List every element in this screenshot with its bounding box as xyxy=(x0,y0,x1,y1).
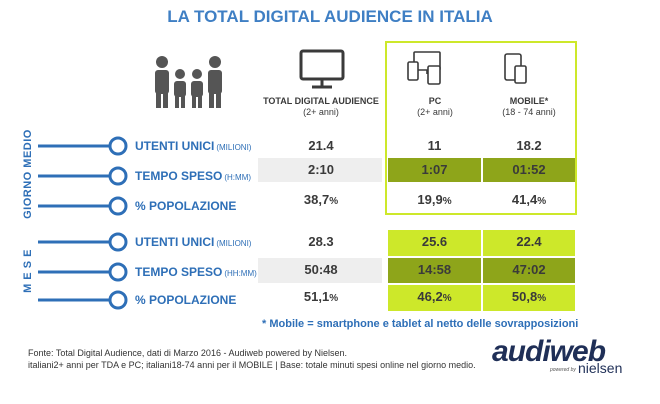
cell-m-tempo-tda: 50:48 xyxy=(304,262,338,277)
pc-utenti-mese-cell xyxy=(388,230,481,256)
pop-value: 46,2 xyxy=(417,289,443,304)
pc-tempo-giorno-cell xyxy=(388,158,481,182)
mobile-footnote: * Mobile = smartphone e tablet al netto … xyxy=(262,318,579,330)
row-label-unit: (MILIONI) xyxy=(216,143,252,152)
cell-m-utenti-mobile: 22.4 xyxy=(516,234,542,249)
source-line: Fonte: Total Digital Audience, dati di M… xyxy=(28,348,348,358)
pop-value: 19,9 xyxy=(417,192,443,207)
cell-g-utenti-mobile: 18.2 xyxy=(516,138,542,153)
pct-sign: % xyxy=(442,196,452,207)
pct-sign: % xyxy=(329,196,339,207)
powered-by-text: powered by xyxy=(550,367,576,373)
pct-sign: % xyxy=(442,293,452,304)
grey-band-mese xyxy=(258,258,382,283)
col-header-pc-label: PC xyxy=(428,96,442,106)
cell-g-utenti-tda: 21.4 xyxy=(308,138,334,153)
pop-value: 51,1 xyxy=(303,289,330,304)
pct-sign: % xyxy=(537,196,547,207)
cell-m-tempo-mobile: 47:02 xyxy=(512,262,546,277)
row-label-g-utenti: UTENTI UNICI (MILIONI) xyxy=(135,139,251,153)
monitor-icon xyxy=(299,49,345,89)
cell-g-pop-tda: 38,7% xyxy=(262,192,380,207)
row-label-text: TEMPO SPESO xyxy=(135,265,223,279)
cell-m-utenti-tda: 28.3 xyxy=(308,234,334,249)
col-header-pc-sub: (2+ anni) xyxy=(417,107,453,117)
cell-m-utenti-pc: 25.6 xyxy=(421,234,448,249)
row-label-text: UTENTI UNICI xyxy=(135,139,215,153)
row-label-g-tempo: TEMPO SPESO (H:MM) xyxy=(135,169,251,183)
mobile-pop-mese-cell xyxy=(483,285,575,311)
col-header-mobile-label: MOBILE* xyxy=(509,96,549,106)
col-header-tda-sub: (2+ anni) xyxy=(303,107,339,117)
cell-m-pop-pc: 46,2% xyxy=(388,289,481,304)
cell-m-pop-mobile: 50,8% xyxy=(483,289,575,304)
giorno-frame xyxy=(385,41,577,215)
row-label-text: TEMPO SPESO xyxy=(135,169,223,183)
pc-tempo-mese-cell xyxy=(388,258,481,283)
cell-m-tempo-pc: 14:58 xyxy=(417,262,452,277)
base-line: italiani2+ anni per TDA e PC; italiani18… xyxy=(28,360,476,370)
devices-icon xyxy=(407,51,441,85)
ring-m-tempo xyxy=(108,262,128,282)
nielsen-wordmark: nielsen xyxy=(578,360,623,376)
pc-pop-mese-cell xyxy=(388,285,481,311)
ring-g-utenti xyxy=(108,136,128,156)
audiweb-nielsen-logo: audiweb powered by nielsen xyxy=(492,335,642,385)
ring-m-pop xyxy=(108,290,128,310)
section-giorno-medio: GIORNO MEDIO xyxy=(22,129,34,219)
col-header-pc: PC (2+ anni) xyxy=(390,96,480,118)
pct-sign: % xyxy=(329,293,339,304)
col-header-tda: TOTAL DIGITAL AUDIENCE (2+ anni) xyxy=(262,96,380,118)
pct-sign: % xyxy=(537,293,547,304)
mobile-utenti-mese-cell xyxy=(483,230,575,256)
row-connectors xyxy=(38,136,128,310)
cell-g-pop-mobile: 41,4% xyxy=(483,192,575,207)
cell-g-tempo-tda: 2:10 xyxy=(307,162,335,177)
row-label-unit: (HH:MM) xyxy=(224,269,257,278)
section-mese: M E S E xyxy=(22,249,34,293)
row-label-unit: (MILIONI) xyxy=(216,239,252,248)
cell-g-tempo-mobile: 01:52 xyxy=(512,162,546,177)
row-label-text: UTENTI UNICI xyxy=(135,235,215,249)
family-icon xyxy=(155,56,222,108)
mobile-tempo-mese-cell xyxy=(483,258,575,283)
row-label-g-pop: % POPOLAZIONE xyxy=(135,199,236,213)
mobile-tempo-giorno-cell xyxy=(483,158,575,182)
cell-m-pop-tda: 51,1% xyxy=(262,289,380,304)
cell-g-utenti-pc: 11 xyxy=(427,138,442,153)
row-label-m-tempo: TEMPO SPESO (HH:MM) xyxy=(135,265,257,279)
col-header-mobile-sub: (18 - 74 anni) xyxy=(502,107,556,117)
row-label-text: % POPOLAZIONE xyxy=(135,293,237,307)
pop-value: 41,4 xyxy=(511,192,538,207)
cell-g-tempo-pc: 1:07 xyxy=(421,162,448,177)
row-label-m-utenti: UTENTI UNICI (MILIONI) xyxy=(135,235,251,249)
chart-title: LA TOTAL DIGITAL AUDIENCE IN ITALIA xyxy=(167,7,493,26)
col-header-tda-label: TOTAL DIGITAL AUDIENCE xyxy=(263,96,379,106)
ring-m-utenti xyxy=(108,232,128,252)
ring-g-tempo xyxy=(108,166,128,186)
pop-value: 38,7 xyxy=(303,192,330,207)
pop-value: 50,8 xyxy=(511,289,538,304)
row-label-unit: (H:MM) xyxy=(224,173,252,182)
col-header-mobile: MOBILE* (18 - 74 anni) xyxy=(484,96,574,118)
grey-band-giorno xyxy=(258,158,382,182)
audiweb-wordmark: audiweb xyxy=(492,335,606,368)
row-label-text: % POPOLAZIONE xyxy=(135,199,237,213)
mobile-icon xyxy=(504,53,527,84)
row-label-m-pop: % POPOLAZIONE xyxy=(135,293,236,307)
cell-g-pop-pc: 19,9% xyxy=(388,192,481,207)
ring-g-pop xyxy=(108,196,128,216)
